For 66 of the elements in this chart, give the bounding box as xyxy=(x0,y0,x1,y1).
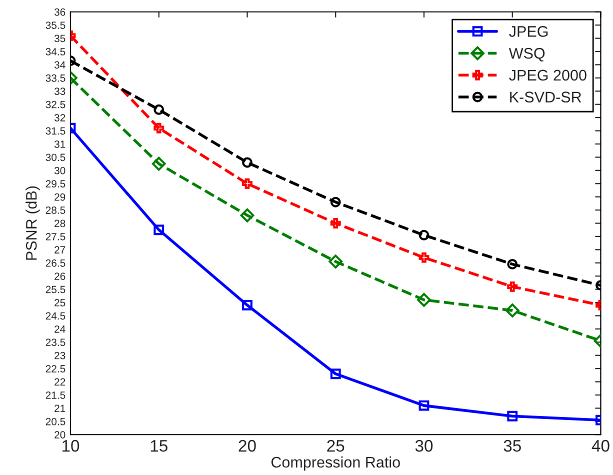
y-tick-label: 21 xyxy=(54,404,66,412)
y-tick-label: 27.5 xyxy=(46,232,66,240)
x-tick-label: 10 xyxy=(62,440,80,452)
y-tick-label: 23 xyxy=(54,352,66,360)
legend-label: K-SVD-SR xyxy=(510,92,582,102)
y-tick-label: 36 xyxy=(54,8,66,16)
y-tick-label: 24.5 xyxy=(46,312,66,320)
y-tick-label: 29.5 xyxy=(46,180,66,188)
legend-label: JPEG 2000 xyxy=(509,70,586,81)
y-tick-label: 26 xyxy=(54,272,66,280)
y-tick-label: 28 xyxy=(54,220,66,228)
y-tick-label: 31 xyxy=(54,140,66,148)
x-tick-label: 35 xyxy=(504,440,521,452)
y-tick-label: 30 xyxy=(54,166,66,174)
y-tick-label: 25.5 xyxy=(46,286,66,294)
point xyxy=(507,258,518,270)
y-tick-label: 28.5 xyxy=(46,206,66,214)
x-tick-label: 40 xyxy=(592,440,610,452)
legend-label: WSQ xyxy=(508,48,545,62)
y-tick-label: 21.5 xyxy=(46,391,66,399)
point xyxy=(507,281,518,292)
x-tick-label: 25 xyxy=(327,440,344,452)
y-tick-label: 27 xyxy=(54,246,66,254)
point xyxy=(330,218,341,228)
point xyxy=(242,300,252,310)
y-tick-label: 24 xyxy=(54,325,66,333)
legend-label: JPEG xyxy=(509,26,548,37)
y-tick-label: 22.5 xyxy=(46,365,66,372)
y-tick-label: 32 xyxy=(54,114,66,122)
y-tick-label: 33 xyxy=(54,88,66,96)
y-tick-label: 35.5 xyxy=(46,22,66,29)
x-tick-label: 20 xyxy=(238,440,256,452)
y-tick-label: 20 xyxy=(54,431,66,438)
y-tick-label: 31.5 xyxy=(46,127,66,135)
point xyxy=(417,292,431,307)
point xyxy=(154,104,164,115)
y-tick-label: 34.5 xyxy=(46,48,66,56)
point xyxy=(418,252,430,263)
point xyxy=(418,400,430,411)
y-tick-label: 22 xyxy=(54,378,66,386)
point xyxy=(154,122,164,134)
point xyxy=(505,304,520,318)
y-tick-label: 29 xyxy=(54,193,66,201)
point xyxy=(152,156,166,171)
y-tick-label: 26.5 xyxy=(46,259,66,267)
y-tick-label: 20.5 xyxy=(46,418,66,426)
point xyxy=(507,410,518,422)
y-tick-label: 23.5 xyxy=(46,338,66,346)
point xyxy=(330,196,341,208)
point xyxy=(240,208,254,222)
point xyxy=(242,157,252,168)
y-tick-label: 32.5 xyxy=(46,100,66,108)
y-tick-label: 34 xyxy=(54,61,66,69)
y-tick-label: 25 xyxy=(54,299,66,306)
x-axis-title: Compression Ratio xyxy=(271,456,400,471)
y-tick-label: 35 xyxy=(54,34,66,42)
point xyxy=(418,230,430,240)
x-tick-label: 15 xyxy=(150,440,168,452)
point xyxy=(330,368,341,380)
y-tick-label: 33.5 xyxy=(46,74,66,82)
point xyxy=(154,224,164,236)
y-tick-label: 30.5 xyxy=(46,154,66,162)
point xyxy=(242,178,252,189)
y-axis-title: PSNR (dB) xyxy=(26,186,40,260)
point xyxy=(328,254,343,268)
x-tick-label: 30 xyxy=(415,440,433,452)
